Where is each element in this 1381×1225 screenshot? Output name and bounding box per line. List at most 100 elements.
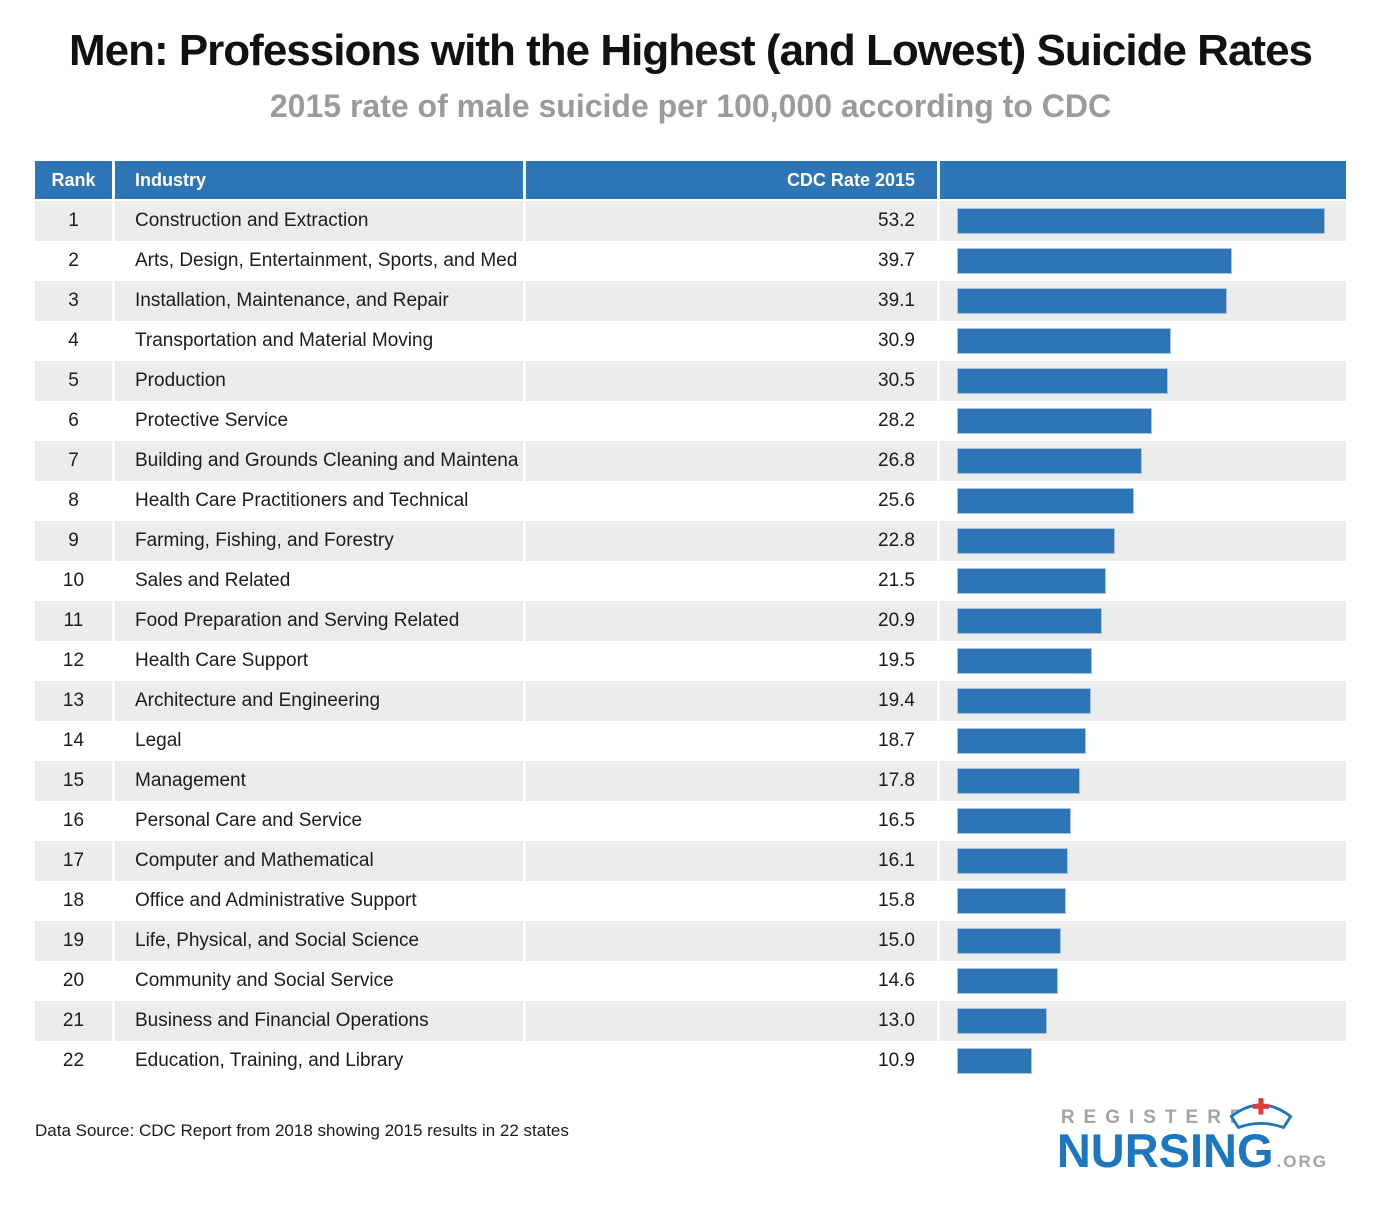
rank-cell: 19 bbox=[35, 921, 112, 961]
rank-cell: 6 bbox=[35, 401, 112, 441]
rank-cell: 18 bbox=[35, 881, 112, 921]
rate-cell: 26.8 bbox=[526, 441, 937, 481]
org-suffix: .ORG bbox=[1276, 1151, 1328, 1171]
rate-cell: 10.9 bbox=[526, 1041, 937, 1081]
rates-table: Rank Industry CDC Rate 2015 1 Constructio… bbox=[35, 161, 1346, 1081]
rank-cell: 2 bbox=[35, 241, 112, 281]
registered-wordmark: REGISTERED bbox=[1060, 1107, 1275, 1128]
rate-bar bbox=[957, 408, 1152, 434]
rate-bar bbox=[957, 688, 1091, 714]
rate-bar bbox=[957, 1048, 1032, 1074]
rate-bar bbox=[957, 248, 1232, 274]
rank-cell: 3 bbox=[35, 281, 112, 321]
rate-bar bbox=[957, 368, 1168, 394]
rate-bar bbox=[957, 808, 1071, 834]
bar-cell bbox=[940, 361, 1346, 401]
page-subtitle: 2015 rate of male suicide per 100,000 ac… bbox=[269, 88, 1112, 124]
rate-bar bbox=[957, 648, 1092, 674]
industry-cell: Education, Training, and Library bbox=[115, 1041, 523, 1081]
table-row: 21 Business and Financial Operations 13.0 bbox=[35, 1001, 1346, 1041]
column-header-industry: Industry bbox=[115, 161, 523, 199]
industry-cell: Health Care Practitioners and Technical bbox=[115, 481, 523, 521]
table-row: 13 Architecture and Engineering 19.4 bbox=[35, 681, 1346, 721]
bar-cell bbox=[940, 841, 1346, 881]
table-row: 12 Health Care Support 19.5 bbox=[35, 641, 1346, 681]
industry-cell: Management bbox=[115, 761, 523, 801]
industry-cell: Community and Social Service bbox=[115, 961, 523, 1001]
rank-cell: 8 bbox=[35, 481, 112, 521]
industry-cell: Legal bbox=[115, 721, 523, 761]
industry-cell: Life, Physical, and Social Science bbox=[115, 921, 523, 961]
bar-cell bbox=[940, 641, 1346, 681]
rank-cell: 22 bbox=[35, 1041, 112, 1081]
rank-cell: 14 bbox=[35, 721, 112, 761]
rank-cell: 13 bbox=[35, 681, 112, 721]
rate-cell: 16.5 bbox=[526, 801, 937, 841]
column-header-bars bbox=[940, 161, 1346, 199]
table-row: 5 Production 30.5 bbox=[35, 361, 1346, 401]
rate-bar bbox=[957, 488, 1134, 514]
industry-cell: Building and Grounds Cleaning and Mainte… bbox=[115, 441, 523, 481]
rate-cell: 19.4 bbox=[526, 681, 937, 721]
rate-bar bbox=[957, 888, 1066, 914]
bar-cell bbox=[940, 281, 1346, 321]
bar-cell bbox=[940, 801, 1346, 841]
table-row: 11 Food Preparation and Serving Related 20… bbox=[35, 601, 1346, 641]
bar-cell bbox=[940, 241, 1346, 281]
table-row: 3 Installation, Maintenance, and Repair 39… bbox=[35, 281, 1346, 321]
industry-cell: Sales and Related bbox=[115, 561, 523, 601]
table-row: 2 Arts, Design, Entertainment, Sports, an… bbox=[35, 241, 1346, 281]
bar-cell bbox=[940, 441, 1346, 481]
rank-cell: 15 bbox=[35, 761, 112, 801]
rate-bar bbox=[957, 568, 1106, 594]
rank-cell: 21 bbox=[35, 1001, 112, 1041]
table-row: 6 Protective Service 28.2 bbox=[35, 401, 1346, 441]
rank-cell: 1 bbox=[35, 201, 112, 241]
bar-cell bbox=[940, 521, 1346, 561]
nursing-wordmark: NURSING bbox=[1056, 1124, 1274, 1177]
rate-cell: 14.6 bbox=[526, 961, 937, 1001]
rate-cell: 22.8 bbox=[526, 521, 937, 561]
industry-cell: Office and Administrative Support bbox=[115, 881, 523, 921]
brand-logo: REGISTERED NURSING .ORG bbox=[1056, 1098, 1346, 1177]
rank-cell: 16 bbox=[35, 801, 112, 841]
rate-bar bbox=[957, 448, 1142, 474]
bar-cell bbox=[940, 1041, 1346, 1081]
rate-bar bbox=[957, 608, 1102, 634]
table-body: 1 Construction and Extraction 53.2 2 Arts, D… bbox=[35, 201, 1346, 1081]
industry-cell: Installation, Maintenance, and Repair bbox=[115, 281, 523, 321]
rate-bar bbox=[957, 768, 1080, 794]
rate-cell: 15.0 bbox=[526, 921, 937, 961]
table-row: 15 Management 17.8 bbox=[35, 761, 1346, 801]
column-header-rank: Rank bbox=[35, 161, 112, 199]
industry-cell: Computer and Mathematical bbox=[115, 841, 523, 881]
rate-cell: 17.8 bbox=[526, 761, 937, 801]
rate-cell: 15.8 bbox=[526, 881, 937, 921]
rate-cell: 18.7 bbox=[526, 721, 937, 761]
table-row: 20 Community and Social Service 14.6 bbox=[35, 961, 1346, 1001]
bar-cell bbox=[940, 201, 1346, 241]
rank-cell: 11 bbox=[35, 601, 112, 641]
industry-cell: Arts, Design, Entertainment, Sports, and… bbox=[115, 241, 523, 281]
rate-cell: 28.2 bbox=[526, 401, 937, 441]
rank-cell: 5 bbox=[35, 361, 112, 401]
rank-cell: 4 bbox=[35, 321, 112, 361]
bar-cell bbox=[940, 321, 1346, 361]
industry-cell: Transportation and Material Moving bbox=[115, 321, 523, 361]
rank-cell: 10 bbox=[35, 561, 112, 601]
table-row: 9 Farming, Fishing, and Forestry 22.8 bbox=[35, 521, 1346, 561]
table-row: 18 Office and Administrative Support 15.8 bbox=[35, 881, 1346, 921]
table-row: 16 Personal Care and Service 16.5 bbox=[35, 801, 1346, 841]
rate-cell: 30.5 bbox=[526, 361, 937, 401]
cross-vertical bbox=[1258, 1098, 1264, 1115]
industry-cell: Production bbox=[115, 361, 523, 401]
rate-bar bbox=[957, 1008, 1047, 1034]
bar-cell bbox=[940, 921, 1346, 961]
column-header-rate: CDC Rate 2015 bbox=[526, 161, 937, 199]
rank-cell: 9 bbox=[35, 521, 112, 561]
rate-cell: 25.6 bbox=[526, 481, 937, 521]
table-row: 8 Health Care Practitioners and Technical… bbox=[35, 481, 1346, 521]
rate-bar bbox=[957, 288, 1227, 314]
rate-cell: 21.5 bbox=[526, 561, 937, 601]
rank-cell: 12 bbox=[35, 641, 112, 681]
